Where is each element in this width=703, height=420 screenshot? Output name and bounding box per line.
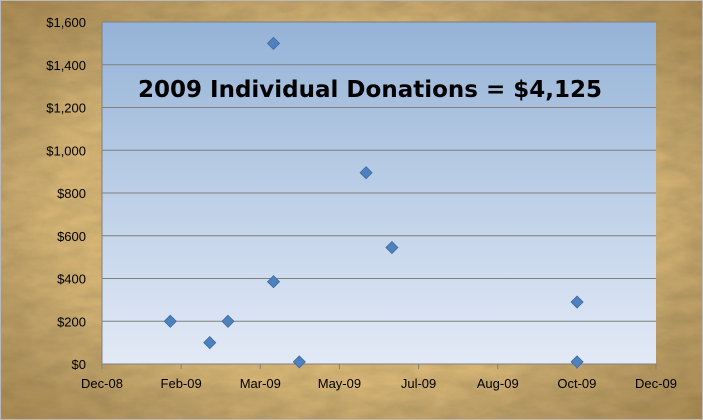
y-tick-label: $800: [57, 186, 86, 201]
y-axis: $0 $200 $400 $600 $800 $1,000 $1,200 $1,400 $1,6…: [46, 15, 103, 372]
y-tick-label: $1,600: [46, 15, 86, 30]
x-tick-label: Jul-09: [401, 376, 436, 391]
x-tick-label: Aug-09: [477, 376, 519, 391]
data-point-marker: [266, 275, 281, 289]
y-tick-label: $600: [57, 229, 86, 244]
chart-annotation: 2009 Individual Donations = $4,125: [138, 77, 602, 103]
data-markers: [163, 36, 584, 369]
data-point-marker: [203, 336, 217, 350]
y-tick-label: $1,000: [46, 143, 86, 158]
data-point-marker: [163, 314, 177, 328]
y-tick-label: $200: [57, 314, 86, 329]
y-tick-label: $400: [57, 272, 86, 287]
y-tick-label: $0: [72, 357, 86, 372]
x-tick-label: Feb-09: [161, 376, 202, 391]
data-point-marker: [570, 355, 584, 369]
x-tick-label: Dec-08: [81, 376, 123, 391]
x-tick-label: Mar-09: [240, 376, 281, 391]
data-point-marker: [221, 314, 235, 328]
data-point-marker: [385, 240, 399, 255]
data-point-marker: [359, 166, 373, 180]
y-tick-label: $1,400: [46, 58, 86, 73]
data-point-marker: [266, 36, 281, 50]
data-point-marker: [292, 355, 306, 369]
x-tick-label: Oct-09: [557, 376, 596, 391]
x-axis: Dec-08 Feb-09 Mar-09 May-09 Jul-09 Aug-09 Oct-…: [81, 363, 677, 391]
x-tick-label: May-09: [318, 376, 361, 391]
gridlines: [102, 21, 656, 322]
y-tick-label: $1,200: [46, 101, 86, 116]
x-tick-label: Dec-09: [635, 376, 677, 391]
data-point-marker: [570, 295, 584, 309]
